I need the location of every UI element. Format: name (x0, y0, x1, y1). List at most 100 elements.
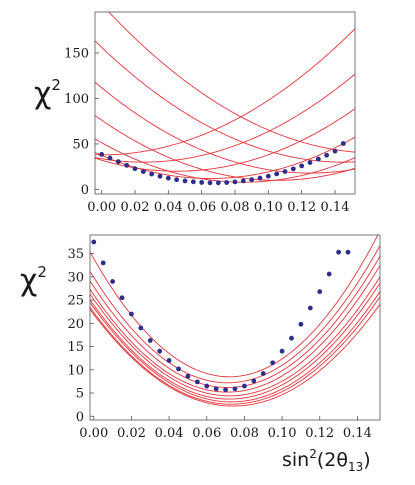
bot-data-point (345, 249, 351, 255)
bot-data-point (176, 366, 181, 372)
bot-curve-6 (90, 291, 380, 403)
bot-data-point (260, 371, 266, 376)
top-x-tick-label: 0.04 (154, 200, 183, 215)
top-data-point (174, 177, 180, 183)
bot-data-point (336, 249, 341, 255)
top-data-point (340, 141, 346, 146)
top-y-tick-label: 0 (81, 183, 89, 198)
bot-data-point (307, 305, 313, 311)
top-data-point (190, 179, 196, 185)
top-x-ticks: 0.00 0.02 0.04 0.06 0.08 0.10 0.12 0.14 (87, 190, 349, 215)
bot-data-point (100, 260, 106, 266)
bot-x-tick-label: 0.14 (343, 426, 372, 441)
top-data-point (199, 180, 205, 185)
bot-curve-5 (90, 282, 380, 400)
top-data-point (282, 169, 288, 174)
top-data-point (215, 180, 221, 186)
bot-y-tick-label: 25 (67, 294, 84, 309)
top-data-point (157, 173, 163, 179)
top-x-tick-label: 0.12 (287, 200, 316, 215)
top-data-point (299, 163, 305, 169)
bot-y-tick-label: 20 (67, 317, 84, 332)
top-curves (95, 12, 355, 183)
top-data-point (232, 179, 238, 185)
top-curve-0 (95, 28, 355, 156)
top-data-point (140, 169, 146, 175)
bot-curve-1 (90, 245, 380, 384)
top-x-tick-label: 0.14 (321, 200, 350, 215)
top-data-point (182, 178, 188, 184)
top-data-point (307, 160, 313, 166)
bot-data-point (194, 379, 200, 385)
bot-x-tick-label: 0.00 (79, 426, 108, 441)
bot-data-point (166, 358, 172, 363)
bot-curve-2 (90, 256, 380, 388)
bot-data-point (110, 279, 115, 284)
bot-data-point (213, 386, 219, 392)
bot-curve-3 (90, 265, 380, 393)
bot-x-tick-label: 0.08 (230, 426, 259, 441)
bot-curve-0 (90, 235, 379, 378)
top-x-tick-label: 0.06 (187, 200, 216, 215)
top-data-point (165, 175, 171, 181)
top-curve-3 (95, 136, 355, 179)
top-curve-5 (95, 115, 355, 181)
bot-data-point (279, 348, 285, 354)
bot-curve-8 (90, 303, 380, 407)
bot-y-tick-label: 10 (67, 363, 84, 378)
top-x-tick-label: 0.10 (254, 200, 283, 215)
bottom-y-axis-label: χ2 (20, 263, 47, 298)
top-data-point (332, 148, 338, 154)
bottom-curves (90, 235, 380, 407)
bottom-x-ticks: 0.00 0.02 0.04 0.06 0.08 0.10 0.12 0.14 (79, 416, 372, 441)
bot-x-tick-label: 0.12 (305, 426, 334, 441)
bot-data-point (326, 271, 332, 277)
bot-y-tick-label: 30 (67, 270, 84, 285)
bot-data-point (223, 387, 228, 393)
top-plot-frame (94, 11, 356, 195)
top-curve-7 (95, 40, 355, 163)
top-y-axis-label: χ2 (34, 76, 61, 111)
bottom-points (91, 239, 351, 393)
top-points (99, 141, 346, 186)
bot-x-tick-label: 0.10 (268, 426, 297, 441)
top-y-tick-label: 150 (64, 46, 89, 61)
bot-data-point (270, 360, 276, 366)
bot-data-point (289, 335, 294, 341)
top-data-point (290, 166, 296, 172)
top-data-point (207, 180, 213, 186)
top-curve-8 (108, 12, 355, 153)
top-data-point (132, 166, 138, 172)
bot-data-point (129, 311, 134, 317)
bot-data-point (185, 373, 191, 379)
top-curve-1 (95, 73, 355, 163)
top-data-point (115, 159, 121, 165)
top-data-point (124, 162, 130, 168)
top-data-point (257, 175, 263, 181)
top-curve-6 (95, 81, 355, 174)
top-data-point (265, 173, 271, 179)
top-x-tick-label: 0.00 (87, 200, 116, 215)
bot-data-point (242, 383, 247, 389)
bot-y-tick-label: 0 (76, 410, 84, 425)
bot-x-tick-label: 0.02 (117, 426, 146, 441)
bot-data-point (91, 239, 97, 245)
bot-data-point (251, 378, 257, 384)
bot-data-point (147, 338, 153, 343)
top-data-point (324, 152, 330, 158)
bot-data-point (119, 295, 125, 301)
top-x-tick-label: 0.08 (221, 200, 250, 215)
top-data-point (149, 171, 155, 177)
bot-data-point (298, 321, 304, 327)
bot-data-point (138, 325, 144, 331)
bot-curve-7 (90, 296, 380, 405)
bot-data-point (204, 383, 210, 389)
bot-data-point (317, 289, 323, 295)
bottom-plot-frame (89, 234, 381, 421)
bot-x-tick-label: 0.04 (155, 426, 184, 441)
top-data-point (240, 178, 246, 184)
bot-curve-4 (90, 276, 380, 397)
